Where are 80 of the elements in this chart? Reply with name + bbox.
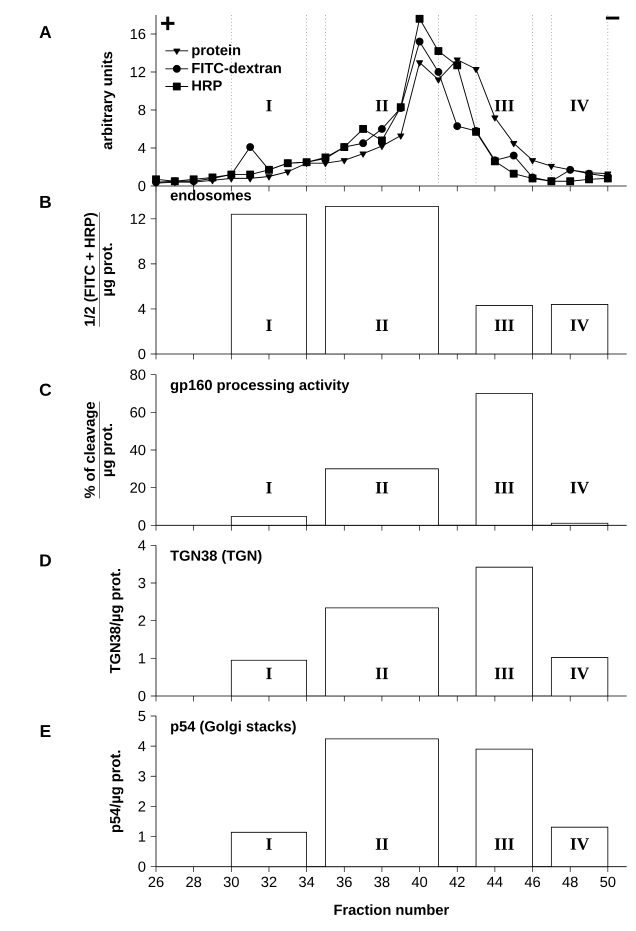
text: A [40, 26, 52, 38]
x-tick-label: 28 [186, 876, 202, 888]
y-axis-title: arbitrary units [101, 52, 116, 150]
x-tick-label: 48 [562, 876, 578, 888]
y-tick-label: 4 [138, 304, 146, 314]
chart-title: gp160 processing activity [170, 379, 350, 394]
y-tick-label: 0 [138, 520, 146, 531]
text: B [40, 196, 51, 208]
annotation: − [606, 16, 620, 20]
y-tick-label: 4 [138, 741, 146, 752]
chart-title: TGN38 (TGN) [170, 550, 262, 564]
annotation: III [494, 482, 514, 494]
annotation: II [376, 320, 388, 331]
y-tick-label: 12 [130, 66, 146, 78]
chart-title: endosomes [170, 190, 252, 200]
annotation: I [266, 668, 272, 680]
x-tick-label: 30 [224, 876, 239, 888]
x-tick-label: 36 [336, 876, 352, 888]
y-axis-title: p54/µg prot. [110, 750, 124, 832]
text: µg prot. [102, 424, 116, 476]
annotation: IV [570, 100, 590, 112]
y-tick-label: 12 [130, 214, 146, 224]
annotation: IV [570, 838, 590, 850]
y-tick-label: 4 [138, 142, 146, 154]
y-tick-label: 5 [138, 710, 146, 722]
chart-title: p54 (Golgi stacks) [171, 720, 296, 734]
annotation: IV [570, 319, 590, 332]
y-tick-label: 80 [130, 370, 146, 380]
y-tick-label: 0 [138, 690, 146, 702]
y-tick-label: 16 [130, 28, 146, 40]
text: C [40, 384, 52, 396]
x-tick-label: 38 [374, 876, 390, 888]
y-tick-label: 60 [130, 407, 146, 418]
y-tick-label: 0 [138, 348, 146, 360]
x-axis-title: Fraction number [334, 904, 449, 916]
annotation: III [494, 100, 514, 112]
annotation: II [376, 668, 388, 680]
y-tick-label: 1 [138, 653, 146, 664]
annotation: I [266, 482, 272, 494]
y-tick-label: 8 [138, 258, 146, 270]
x-tick-label: 44 [487, 876, 503, 887]
y-axis-title: 1/2 (FITC + HRP) [84, 212, 98, 326]
y-tick-label: 8 [138, 104, 146, 116]
y-tick-label: 2 [138, 616, 146, 626]
y-tick-label: 3 [138, 578, 146, 588]
annotation: II [376, 838, 388, 850]
y-tick-label: 40 [130, 444, 146, 456]
annotation: III [494, 668, 514, 680]
y-tick-label: 0 [138, 861, 146, 872]
annotation: I [266, 320, 272, 331]
legend-label: FITC-dextran [192, 62, 281, 74]
y-tick-label: 0 [138, 180, 146, 192]
y-tick-label: 1 [138, 831, 146, 842]
legend-label: HRP [192, 80, 222, 91]
text: µg prot. [102, 243, 116, 296]
x-tick-label: 50 [600, 876, 616, 888]
annotation: IV [570, 668, 590, 680]
y-tick-label: 4 [138, 540, 146, 550]
y-axis-title: TGN38/µg prot. [110, 568, 124, 674]
x-tick-label: 46 [524, 876, 540, 888]
annotation: + [161, 16, 174, 30]
y-axis-title: % of cleavage [84, 402, 98, 498]
x-tick-label: 42 [449, 876, 465, 887]
x-tick-label: 34 [299, 876, 314, 888]
text: D [40, 554, 51, 566]
text: E [40, 725, 51, 738]
annotation: I [266, 100, 272, 112]
y-tick-label: 3 [138, 771, 146, 782]
x-tick-label: 26 [148, 876, 164, 888]
annotation: III [494, 320, 514, 331]
annotation: IV [570, 482, 590, 494]
y-tick-label: 20 [130, 482, 146, 493]
annotation: II [376, 100, 388, 112]
annotation: III [494, 838, 514, 850]
y-tick-label: 2 [138, 801, 146, 812]
legend-label: protein [192, 44, 240, 58]
annotation: I [266, 838, 272, 850]
x-tick-label: 32 [261, 876, 276, 888]
x-tick-label: 40 [412, 876, 428, 888]
annotation: II [376, 482, 388, 494]
